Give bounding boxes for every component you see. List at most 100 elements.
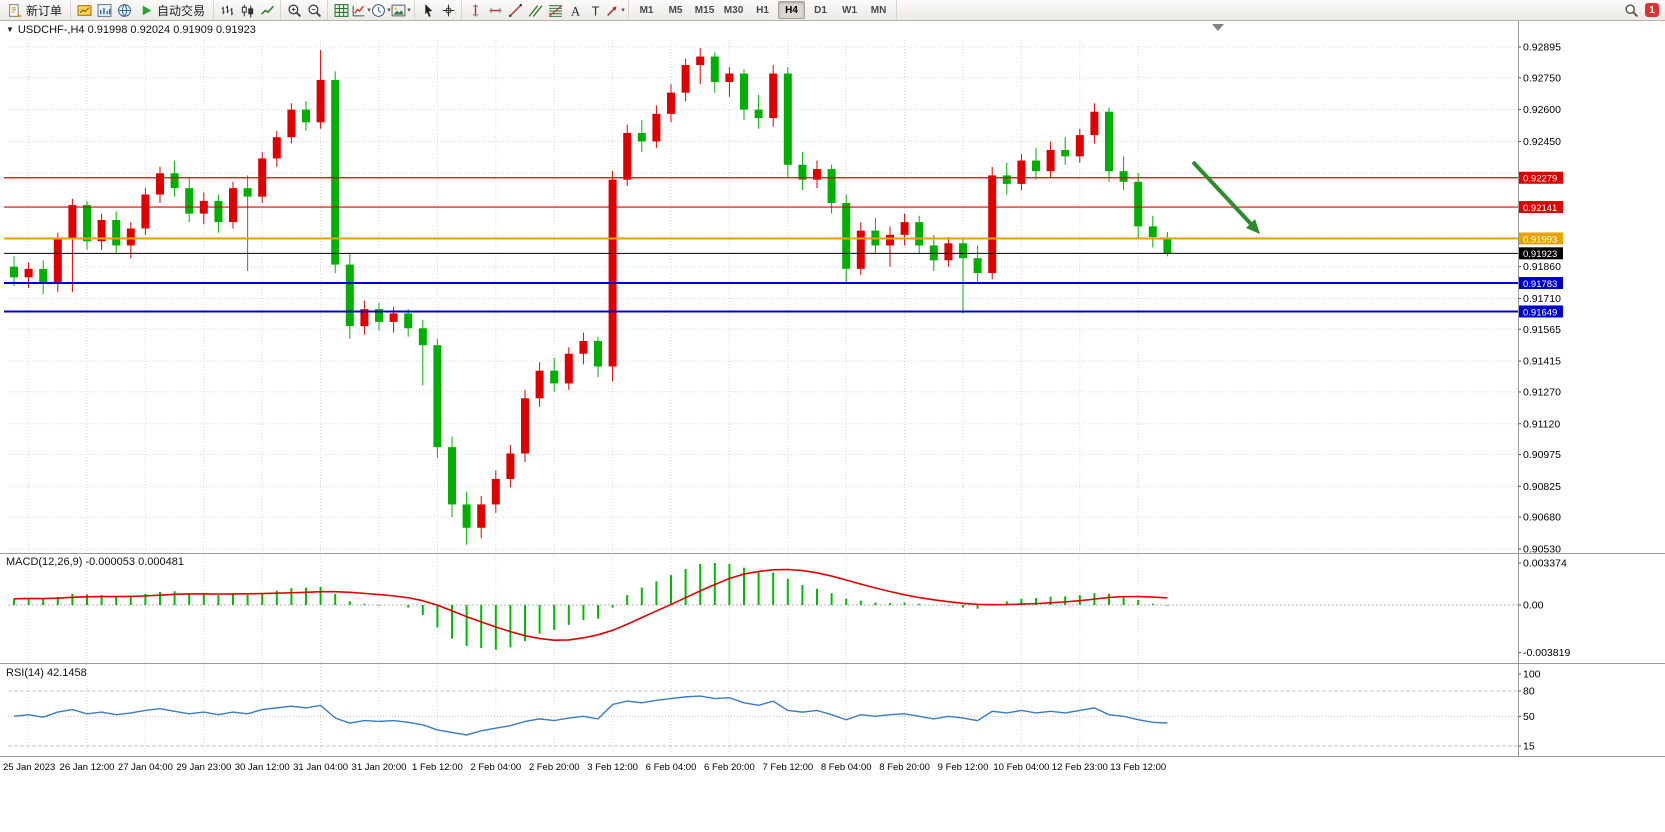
indicator-icon — [352, 5, 365, 16]
cursor-button[interactable] — [418, 1, 438, 19]
vline-icon — [472, 4, 478, 16]
candle — [988, 175, 997, 274]
price-badge — [1519, 232, 1563, 245]
candle — [360, 309, 369, 327]
candle — [39, 268, 48, 284]
svg-text:0.91270: 0.91270 — [1523, 386, 1561, 398]
candle — [564, 353, 573, 384]
svg-text:0.91415: 0.91415 — [1523, 356, 1561, 368]
candle — [331, 79, 340, 265]
new-order-button[interactable]: 新订单 — [3, 1, 67, 19]
candle — [740, 73, 748, 110]
candle — [594, 340, 602, 367]
chevron-down-icon: ▾ — [621, 7, 625, 14]
timeframe-mn-button[interactable]: MN — [870, 4, 887, 16]
candle — [214, 200, 223, 223]
candle — [1148, 226, 1157, 237]
svg-text:0.90680: 0.90680 — [1523, 512, 1561, 524]
line-chart-button[interactable] — [257, 1, 277, 19]
trend-arrow-annotation[interactable] — [1191, 160, 1253, 226]
candle — [272, 137, 281, 159]
svg-text:0.91649: 0.91649 — [1523, 307, 1557, 318]
charts-icon — [97, 3, 111, 17]
zoom-in-button[interactable] — [284, 1, 304, 19]
timeframe-h1-button[interactable]: H1 — [756, 4, 769, 16]
search-button[interactable] — [1621, 1, 1641, 19]
timeframe-m15-button[interactable]: M15 — [694, 4, 715, 16]
level-lines-layer[interactable] — [4, 177, 1518, 313]
label-button[interactable]: T — [585, 1, 605, 19]
annotations-layer[interactable] — [1191, 24, 1260, 234]
price-badge — [1519, 277, 1563, 290]
candle — [608, 179, 617, 367]
templates-button[interactable]: ▾ — [391, 1, 411, 19]
svg-text:-0.003819: -0.003819 — [1523, 647, 1570, 659]
svg-text:1 Feb 12:00: 1 Feb 12:00 — [412, 762, 463, 773]
search-icon — [1624, 3, 1638, 17]
candle — [83, 205, 91, 242]
cursor-icon — [424, 3, 432, 17]
text-button[interactable]: A — [565, 1, 585, 19]
bar-chart-button[interactable] — [217, 1, 237, 19]
alerts-badge[interactable]: 1 — [1645, 3, 1659, 17]
candle — [1163, 237, 1172, 254]
channel-button[interactable] — [525, 1, 545, 19]
timeframe-h4-button[interactable]: H4 — [778, 1, 806, 19]
svg-text:0.92141: 0.92141 — [1523, 203, 1557, 214]
candlestick-chart-button[interactable] — [237, 1, 257, 19]
trendline-button[interactable] — [505, 1, 525, 19]
candle — [506, 453, 515, 479]
collapse-icon[interactable]: ▼ — [6, 25, 14, 34]
svg-text:8 Feb 20:00: 8 Feb 20:00 — [879, 762, 930, 773]
svg-text:0.90975: 0.90975 — [1523, 449, 1561, 461]
macd-indicator-label: MACD(12,26,9) -0.000053 0.000481 — [6, 556, 184, 568]
timeframe-m1-button[interactable]: M1 — [639, 4, 654, 16]
svg-text:0.91120: 0.91120 — [1523, 418, 1560, 430]
timeframe-m5-button[interactable]: M5 — [668, 4, 683, 16]
candle — [10, 266, 18, 278]
indicators-button[interactable]: ▾ — [351, 1, 371, 19]
svg-text:0.00: 0.00 — [1523, 600, 1544, 612]
candle — [375, 309, 383, 322]
candle — [856, 230, 865, 269]
zoomout-icon — [307, 3, 321, 17]
candle — [1105, 111, 1113, 172]
candle — [433, 345, 442, 448]
candles-icon — [241, 4, 253, 17]
periods-button[interactable]: ▾ — [371, 1, 391, 19]
rsi-indicator-label: RSI(14) 42.1458 — [6, 667, 87, 679]
tile-windows-button[interactable] — [331, 1, 351, 19]
zoom-out-button[interactable] — [304, 1, 324, 19]
svg-text:6 Feb 04:00: 6 Feb 04:00 — [646, 762, 697, 773]
community-button[interactable] — [114, 1, 134, 19]
svg-text:0.90825: 0.90825 — [1523, 481, 1561, 493]
chart-title: ▼ USDCHF-,H4 0.91998 0.92024 0.91909 0.91… — [6, 24, 256, 36]
svg-text:0.92600: 0.92600 — [1523, 104, 1561, 116]
candle — [521, 398, 529, 454]
arrows-button[interactable]: ▾ — [605, 1, 625, 19]
crosshair-button[interactable] — [438, 1, 458, 19]
crosshair-icon — [442, 4, 454, 16]
timeframe-m30-button[interactable]: M30 — [723, 4, 744, 16]
price-axis[interactable]: 0.003374 0.00 -0.003819 100 80 50 15 0.92279 0.9… — [1518, 42, 1570, 753]
candle — [623, 132, 632, 180]
market-watch-button[interactable] — [74, 1, 94, 19]
chevron-down-icon: ▾ — [387, 7, 391, 14]
svg-text:0.91783: 0.91783 — [1523, 279, 1557, 290]
svg-text:0.90530: 0.90530 — [1523, 544, 1561, 556]
horizontal-line-button[interactable] — [485, 1, 505, 19]
vertical-line-button[interactable] — [465, 1, 485, 19]
candle — [185, 188, 194, 214]
timeframe-d1-button[interactable]: D1 — [814, 4, 827, 16]
svg-text:50: 50 — [1523, 711, 1535, 723]
chart-shift-icon[interactable] — [1212, 24, 1224, 31]
fibonacci-button[interactable] — [545, 1, 565, 19]
timeframe-w1-button[interactable]: W1 — [842, 4, 858, 16]
auto-trading-button[interactable]: 自动交易 — [134, 1, 210, 19]
candle — [754, 109, 763, 119]
charts-window-button[interactable] — [94, 1, 114, 19]
price-badge — [1519, 247, 1563, 260]
candle — [550, 370, 559, 384]
time-axis[interactable]: 25 Jan 2023 26 Jan 12:00 27 Jan 04:00 29 Ja… — [3, 762, 1166, 773]
